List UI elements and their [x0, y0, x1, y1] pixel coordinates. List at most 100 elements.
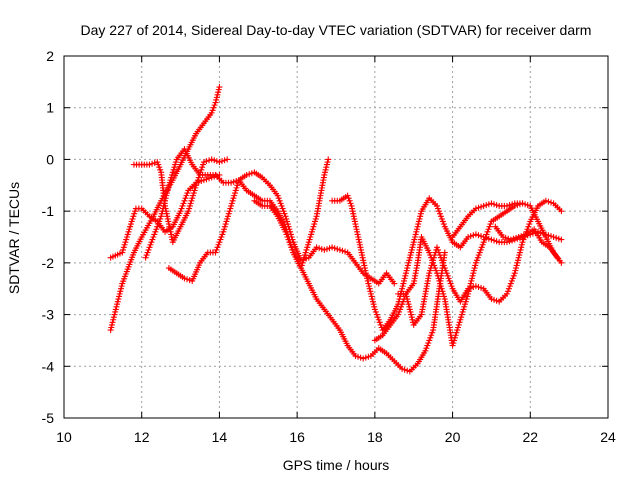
- data-point-fill: [187, 200, 194, 207]
- data-point-fill: [163, 190, 170, 197]
- data-point: [352, 352, 359, 359]
- data-point: [356, 239, 363, 246]
- data-point-fill: [435, 249, 442, 256]
- data-point: [364, 275, 371, 282]
- data-point: [507, 236, 514, 243]
- data-point-fill: [189, 195, 196, 202]
- data-point-fill: [493, 202, 500, 209]
- data-point-fill: [342, 248, 349, 255]
- chart-title: Day 227 of 2014, Sidereal Day-to-day VTE…: [81, 22, 592, 38]
- data-point-fill: [165, 184, 172, 191]
- data-point-fill: [417, 210, 424, 217]
- data-point-fill: [438, 215, 445, 222]
- data-point: [472, 205, 479, 212]
- data-point-fill: [429, 329, 436, 336]
- data-point-fill: [515, 254, 522, 261]
- data-point: [503, 239, 510, 246]
- data-point-fill: [284, 221, 291, 228]
- data-point-fill: [525, 223, 532, 230]
- data-point: [216, 84, 223, 91]
- data-point-fill: [311, 221, 318, 228]
- data-point: [399, 365, 406, 372]
- data-point-fill: [351, 218, 358, 225]
- data-point: [515, 234, 522, 240]
- data-point: [434, 270, 441, 277]
- data-point-fill: [167, 226, 174, 233]
- data-point-fill: [486, 223, 493, 230]
- data-point: [154, 159, 161, 166]
- data-point-fill: [354, 231, 361, 238]
- data-point-fill: [423, 345, 430, 352]
- data-point-fill: [514, 259, 521, 266]
- data-point-fill: [437, 254, 444, 261]
- data-point-fill: [413, 226, 420, 233]
- data-point-fill: [171, 164, 178, 171]
- data-point-fill: [366, 285, 373, 292]
- data-point-fill: [363, 272, 370, 279]
- data-point-fill: [115, 296, 122, 303]
- data-point-fill: [130, 213, 137, 220]
- data-point-fill: [409, 316, 416, 323]
- data-point-fill: [430, 257, 437, 264]
- data-point-fill: [309, 226, 316, 233]
- y-tick-label: -1: [42, 203, 55, 219]
- data-point-fill: [401, 277, 407, 284]
- data-point-fill: [469, 272, 476, 279]
- data-point: [422, 347, 429, 354]
- data-point-fill: [358, 249, 365, 256]
- data-point-fill: [246, 171, 253, 178]
- x-tick-label: 10: [56, 429, 72, 445]
- data-point-fill: [403, 293, 410, 300]
- data-point-fill: [306, 236, 313, 243]
- data-point-fill: [415, 221, 422, 228]
- data-point-fill: [455, 321, 462, 328]
- data-point-fill: [215, 241, 222, 248]
- data-point-fill: [478, 203, 485, 210]
- data-point-fill: [367, 290, 374, 297]
- data-point-fill: [349, 208, 356, 215]
- data-point-fill: [360, 257, 367, 264]
- data-point-fill: [510, 272, 517, 279]
- data-point-fill: [164, 187, 171, 194]
- data-point-fill: [357, 246, 364, 253]
- y-tick-label: 2: [46, 48, 54, 64]
- data-point: [344, 192, 351, 199]
- data-point-fill: [462, 298, 469, 305]
- data-point-fill: [502, 234, 509, 241]
- data-point-fill: [230, 195, 237, 202]
- data-point: [465, 234, 472, 240]
- data-point: [208, 109, 215, 116]
- data-point: [165, 182, 172, 189]
- data-point: [321, 171, 328, 178]
- data-point-fill: [334, 246, 341, 253]
- data-point: [228, 202, 235, 209]
- data-point-fill: [165, 221, 172, 228]
- data-point-fill: [180, 200, 187, 207]
- data-point: [224, 156, 231, 163]
- data-point: [336, 246, 343, 253]
- x-tick-label: 14: [212, 429, 228, 445]
- data-point-fill: [409, 244, 416, 251]
- data-point-fill: [405, 301, 412, 308]
- data-point-fill: [225, 210, 232, 217]
- data-point-fill: [275, 195, 282, 202]
- data-point-fill: [371, 303, 378, 310]
- data-point-fill: [230, 178, 237, 185]
- data-point-fill: [277, 200, 284, 207]
- data-point: [200, 177, 207, 184]
- data-point-fill: [406, 257, 413, 264]
- data-point-fill: [477, 246, 484, 253]
- data-point-fill: [404, 262, 411, 269]
- data-point-fill: [399, 285, 406, 292]
- data-point-fill: [398, 303, 405, 310]
- data-point-fill: [186, 202, 193, 209]
- data-point-fill: [405, 259, 412, 266]
- data-point: [298, 257, 305, 264]
- data-point-fill: [155, 161, 162, 168]
- data-point-fill: [206, 175, 213, 182]
- data-point-fill: [455, 324, 462, 331]
- data-point-fill: [467, 233, 474, 240]
- data-point-fill: [339, 247, 346, 254]
- data-point: [472, 283, 479, 290]
- data-point-fill: [160, 202, 167, 209]
